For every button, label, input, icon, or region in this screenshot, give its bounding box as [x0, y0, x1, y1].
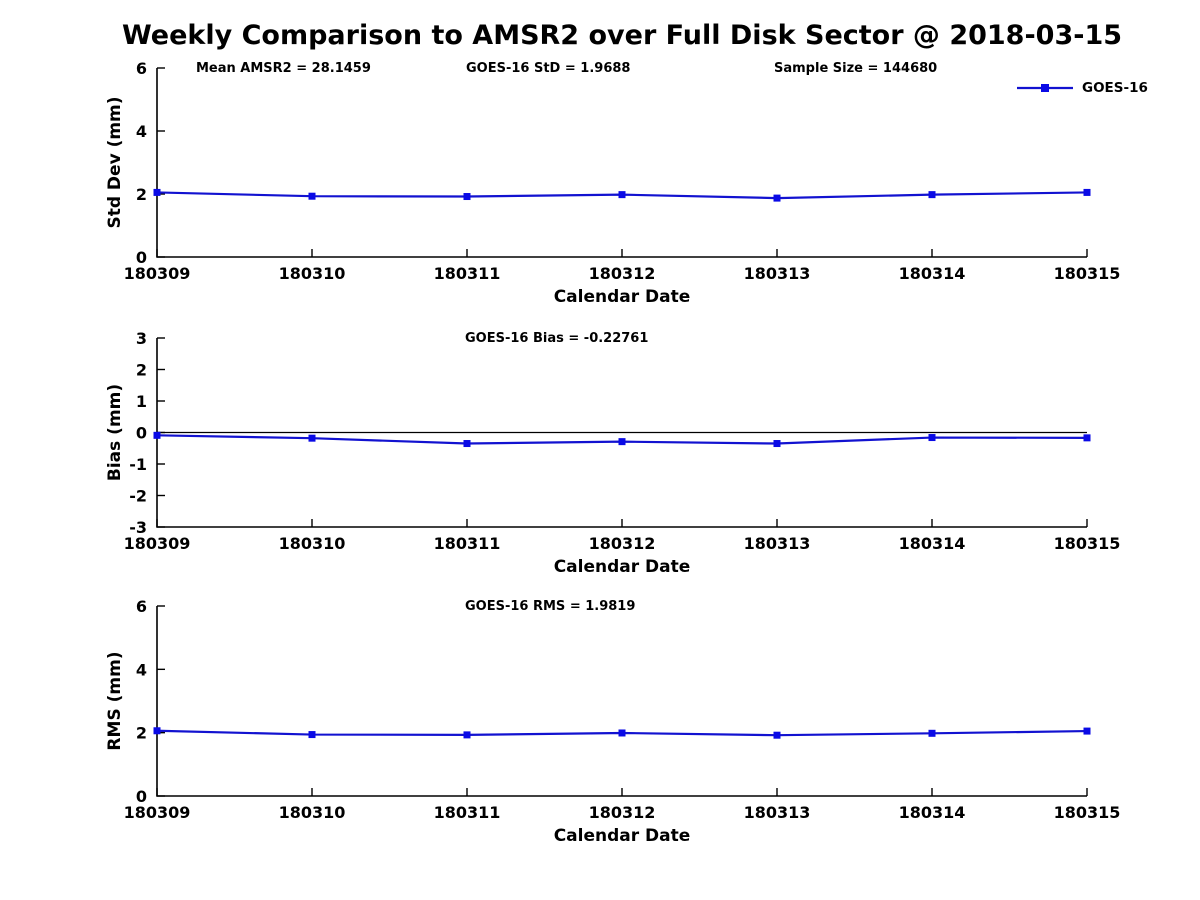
- bias-x-tick-label: 180315: [1054, 534, 1121, 553]
- std-dev-y-tick-label: 0: [136, 248, 147, 267]
- std-dev-data-point-marker: [928, 191, 936, 199]
- std-dev-annotation: Mean AMSR2 = 28.1459: [196, 61, 371, 76]
- std-dev-data-point-marker: [773, 194, 781, 202]
- std-dev-x-tick-label: 180309: [124, 264, 191, 283]
- rms-x-tick-label: 180309: [124, 803, 191, 822]
- rms-x-tick-label: 180312: [589, 803, 656, 822]
- rms-y-tick-label: 6: [136, 597, 147, 616]
- std-dev-data-point-marker: [618, 191, 626, 199]
- std-dev-x-tick-label: 180314: [899, 264, 966, 283]
- rms-data-point-marker: [308, 731, 316, 739]
- bias-y-tick-label: 2: [136, 361, 147, 380]
- std-dev-x-tick-label: 180311: [434, 264, 501, 283]
- std-dev-x-tick-label: 180313: [744, 264, 811, 283]
- rms-annotation: GOES-16 RMS = 1.9819: [465, 599, 635, 614]
- rms-data-point-marker: [928, 729, 936, 737]
- bias-data-point-marker: [773, 440, 781, 448]
- std-dev-annotation: Sample Size = 144680: [774, 61, 937, 76]
- bias-data-point-marker: [928, 434, 936, 442]
- std-dev-y-tick-label: 6: [136, 59, 147, 78]
- legend-label: GOES-16: [1082, 80, 1148, 96]
- std-dev-data-point-marker: [463, 193, 471, 201]
- rms-y-tick-label: 4: [136, 660, 147, 679]
- std-dev-data-point-marker: [153, 188, 161, 196]
- bias-x-tick-label: 180313: [744, 534, 811, 553]
- bias-data-point-marker: [463, 440, 471, 448]
- legend-line-marker-icon: [1017, 84, 1073, 92]
- bias-x-tick-label: 180312: [589, 534, 656, 553]
- std-dev-y-tick-label: 4: [136, 122, 147, 141]
- std-dev-y-axis-label: Std Dev (mm): [105, 96, 125, 228]
- std-dev-data-point-marker: [308, 192, 316, 200]
- std-dev-data-point-marker: [1083, 188, 1091, 196]
- std-dev-x-tick-label: 180315: [1054, 264, 1121, 283]
- bias-x-tick-label: 180314: [899, 534, 966, 553]
- rms-x-tick-label: 180314: [899, 803, 966, 822]
- std-dev-y-tick-label: 2: [136, 185, 147, 204]
- bias-y-tick-label: 0: [136, 424, 147, 443]
- bias-y-tick-label: 3: [136, 329, 147, 348]
- bias-x-tick-label: 180311: [434, 534, 501, 553]
- std-dev-annotation: GOES-16 StD = 1.9688: [466, 61, 630, 76]
- rms-y-axis-label: RMS (mm): [105, 651, 125, 750]
- bias-y-tick-label: -1: [129, 455, 147, 474]
- rms-x-axis-label: Calendar Date: [554, 826, 691, 846]
- bias-y-axis-label: Bias (mm): [105, 384, 125, 481]
- rms-data-point-marker: [1083, 727, 1091, 735]
- rms-x-tick-label: 180310: [279, 803, 346, 822]
- bias-y-tick-label: -2: [129, 487, 147, 506]
- std-dev-x-tick-label: 180312: [589, 264, 656, 283]
- bias-data-point-marker: [618, 438, 626, 446]
- bias-x-tick-label: 180310: [279, 534, 346, 553]
- rms-data-point-marker: [463, 731, 471, 739]
- bias-y-tick-label: -3: [129, 518, 147, 537]
- rms-y-tick-label: 0: [136, 787, 147, 806]
- rms-y-tick-label: 2: [136, 724, 147, 743]
- std-dev-x-tick-label: 180310: [279, 264, 346, 283]
- rms-data-point-marker: [773, 731, 781, 739]
- bias-y-tick-label: 1: [136, 392, 147, 411]
- rms-data-point-marker: [153, 727, 161, 735]
- bias-data-point-marker: [153, 431, 161, 439]
- bias-x-axis-label: Calendar Date: [554, 557, 691, 577]
- bias-data-point-marker: [308, 434, 316, 442]
- rms-x-tick-label: 180315: [1054, 803, 1121, 822]
- bias-x-tick-label: 180309: [124, 534, 191, 553]
- legend: GOES-16: [1016, 80, 1148, 96]
- std-dev-x-axis-label: Calendar Date: [554, 287, 691, 307]
- std-dev-axes-spines: [156, 68, 1087, 258]
- rms-axes-spines: [156, 606, 1087, 797]
- legend-square-marker-icon: [1041, 84, 1049, 92]
- rms-data-point-marker: [618, 729, 626, 737]
- bias-data-point-marker: [1083, 434, 1091, 442]
- rms-x-tick-label: 180311: [434, 803, 501, 822]
- bias-annotation: GOES-16 Bias = -0.22761: [465, 331, 648, 346]
- figure-title: Weekly Comparison to AMSR2 over Full Dis…: [121, 20, 1123, 51]
- rms-x-tick-label: 180313: [744, 803, 811, 822]
